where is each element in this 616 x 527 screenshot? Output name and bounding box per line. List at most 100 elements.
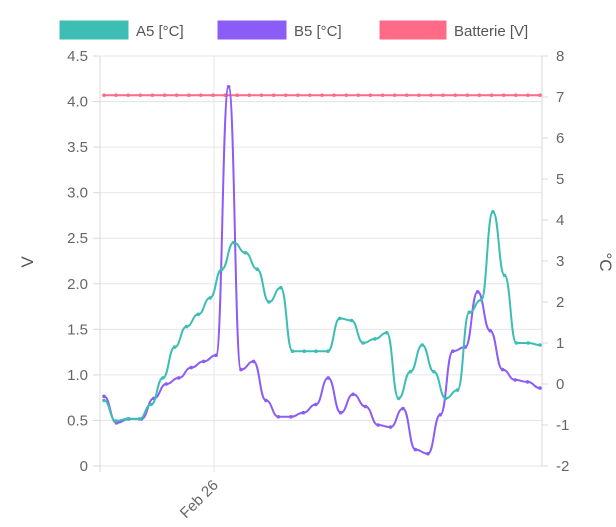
data-point	[513, 378, 517, 382]
data-point	[356, 93, 361, 97]
data-point	[208, 296, 212, 300]
data-point	[211, 93, 215, 97]
left-tick-label: 4.0	[67, 94, 88, 111]
data-point	[455, 388, 460, 392]
left-tick-label: 0	[80, 458, 88, 475]
grid-lines	[93, 55, 548, 472]
data-point	[349, 318, 354, 323]
data-point	[420, 343, 425, 347]
data-point	[538, 386, 542, 390]
data-point	[161, 376, 165, 380]
data-point	[150, 93, 155, 97]
data-point	[308, 93, 312, 97]
data-point	[344, 93, 349, 97]
data-point	[502, 273, 507, 278]
data-point	[538, 93, 542, 97]
data-point	[443, 396, 448, 401]
data-point	[441, 93, 445, 97]
data-point	[184, 324, 189, 329]
data-point	[102, 93, 106, 97]
right-tick-label: 8	[556, 48, 564, 65]
data-point	[392, 93, 397, 97]
data-point	[283, 93, 288, 97]
data-point	[475, 290, 480, 294]
data-point	[320, 93, 324, 97]
data-point	[259, 93, 264, 97]
data-point	[220, 267, 224, 272]
data-point	[296, 93, 300, 97]
right-tick-label: 7	[556, 89, 564, 106]
data-point	[174, 93, 179, 97]
data-point	[279, 285, 283, 290]
data-point	[102, 398, 106, 403]
data-point	[514, 341, 519, 345]
data-point	[405, 93, 409, 97]
left-tick-label: 0.5	[67, 412, 88, 429]
data-point	[126, 93, 130, 97]
data-point	[467, 310, 472, 315]
data-point	[231, 240, 236, 245]
data-point	[417, 93, 421, 97]
series-line	[103, 85, 541, 455]
data-point	[314, 349, 318, 354]
data-point	[138, 93, 143, 97]
left-tick-label: 3.5	[67, 139, 88, 156]
data-point	[385, 331, 389, 335]
data-point	[326, 376, 331, 380]
left-axis-title: V	[18, 256, 37, 268]
data-point	[526, 93, 530, 97]
right-tick-label: 4	[556, 212, 564, 229]
left-tick-label: 3.0	[67, 185, 88, 202]
left-tick-label: 2.5	[67, 230, 88, 247]
left-tick-label: 4.5	[67, 48, 88, 65]
data-point	[102, 394, 106, 399]
x-axis-ticks: Feb 26	[177, 477, 222, 522]
left-tick-label: 2.0	[67, 276, 88, 293]
data-point	[114, 419, 118, 423]
right-axis-title: °C	[596, 252, 615, 271]
data-point	[538, 343, 542, 347]
data-point	[351, 392, 355, 397]
data-point	[302, 349, 307, 354]
right-axis-ticks: -2 -1 0 1 2 3 4 5 6 7 8	[556, 48, 569, 475]
data-point	[361, 341, 366, 345]
legend: A5 [°C] B5 [°C] Batterie [V]	[59, 20, 528, 40]
data-point	[289, 415, 293, 419]
data-point	[488, 328, 493, 333]
data-point	[187, 93, 191, 97]
left-tick-label: 1.5	[67, 321, 88, 338]
left-axis-ticks: 0 0.5 1.0 1.5 2.0 2.5 3.0 3.5 4.0 4.5	[67, 48, 88, 475]
data-point	[189, 365, 193, 370]
data-point	[301, 410, 306, 415]
data-point	[264, 398, 268, 403]
data-point	[338, 410, 343, 415]
data-point	[438, 413, 443, 417]
data-point	[491, 210, 495, 214]
series-lines	[102, 85, 542, 456]
data-point	[465, 93, 470, 97]
data-point	[239, 367, 243, 372]
data-point	[396, 396, 401, 401]
data-point	[114, 93, 118, 97]
legend-label: B5 [°C]	[294, 23, 342, 40]
data-point	[201, 359, 206, 364]
data-point	[314, 402, 318, 407]
data-point	[149, 402, 153, 407]
right-tick-label: -2	[556, 458, 569, 475]
data-point	[525, 380, 530, 384]
data-point	[477, 93, 482, 97]
data-point	[337, 316, 342, 321]
data-point	[489, 93, 494, 97]
data-point	[368, 93, 373, 97]
right-tick-label: 2	[556, 294, 564, 311]
data-point	[243, 251, 248, 255]
data-point	[432, 369, 436, 374]
legend-label: A5 [°C]	[136, 23, 184, 40]
right-tick-label: 5	[556, 171, 564, 188]
data-point	[376, 423, 380, 427]
data-point	[125, 417, 130, 421]
data-point	[408, 369, 413, 374]
data-point	[514, 93, 518, 97]
data-point	[380, 93, 385, 97]
